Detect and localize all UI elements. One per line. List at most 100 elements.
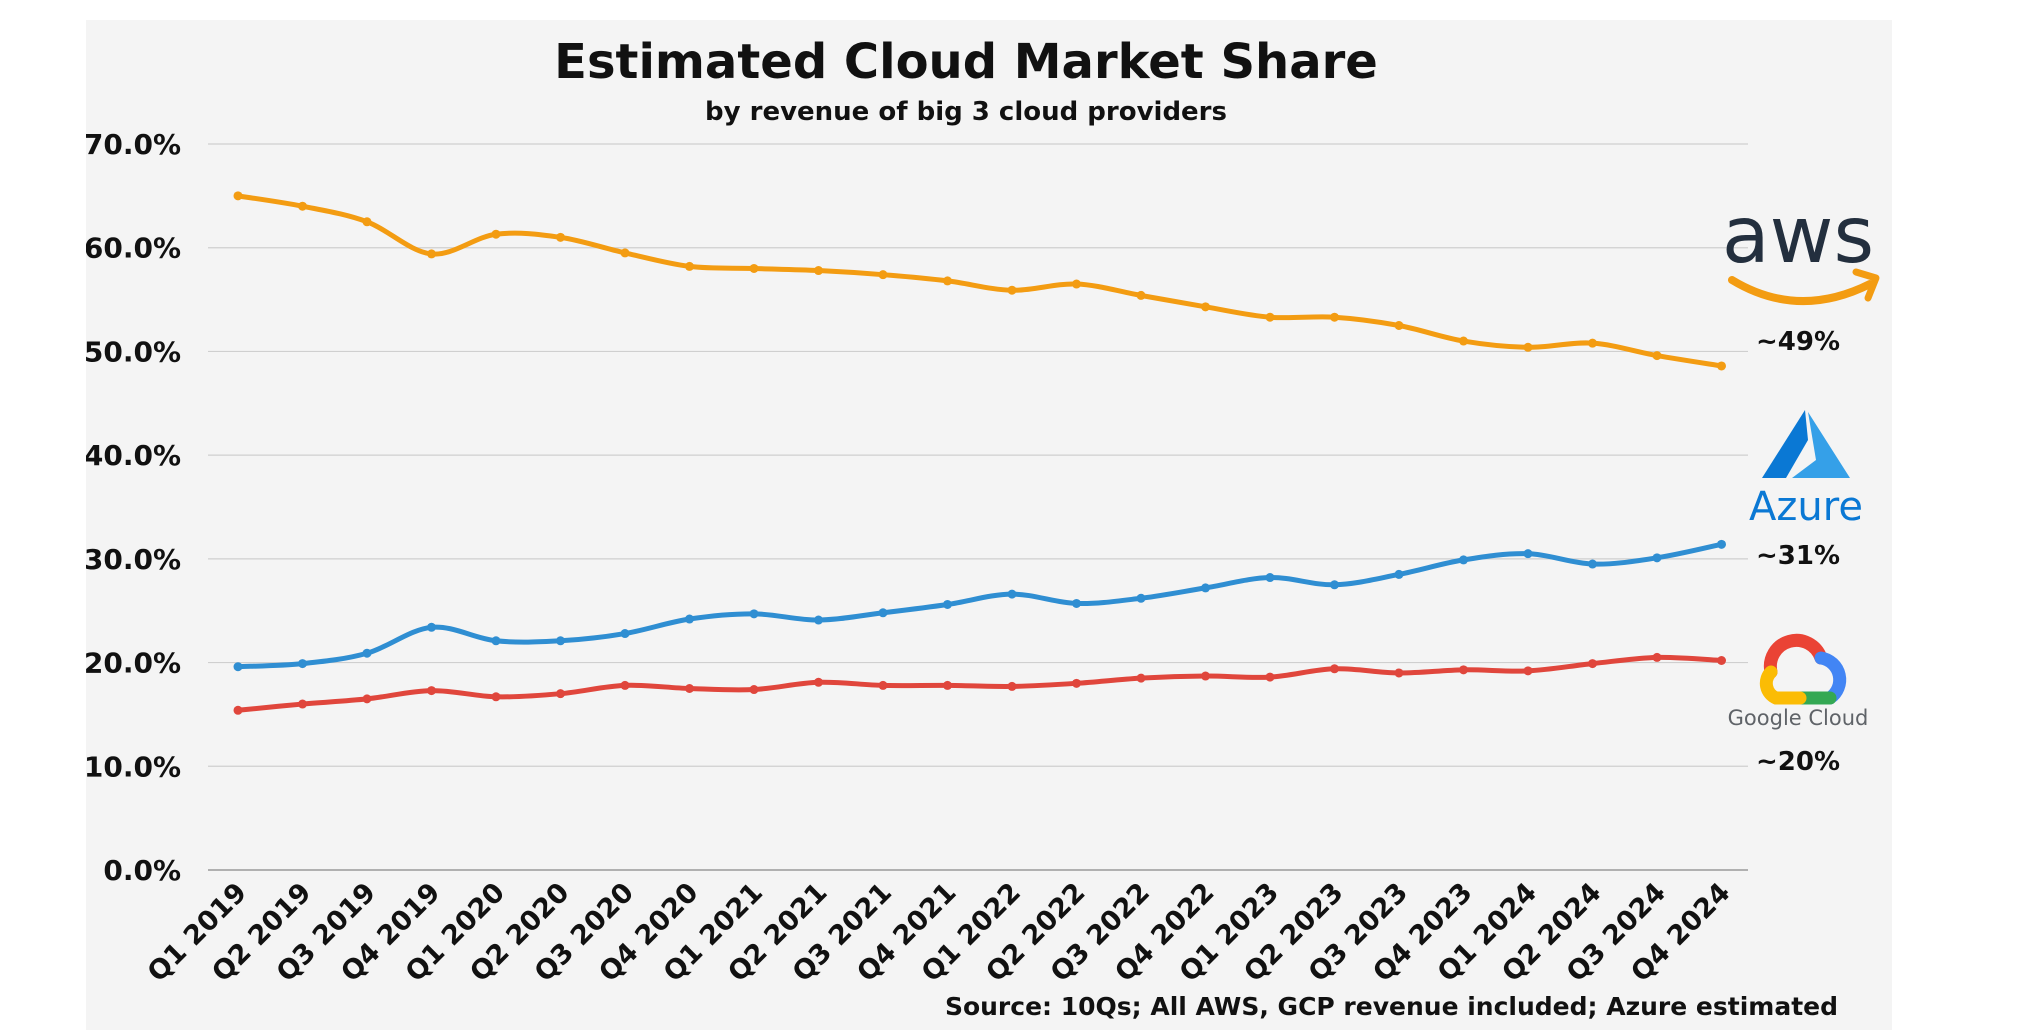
google-cloud-logo-text: Google Cloud (1728, 706, 1869, 730)
y-axis: 0.0% 10.0% 20.0% 30.0% 40.0% 50.0% 60.0% 70.0% (86, 128, 181, 887)
azure-data-point (685, 614, 694, 624)
aws-data-point (233, 191, 243, 201)
chart-panel: Estimated Cloud Market Share by revenue … (86, 20, 1892, 1030)
aws-data-point (1523, 342, 1533, 352)
chart: Estimated Cloud Market Share by revenue … (86, 34, 1880, 1021)
aws-data-point (1459, 336, 1468, 346)
aws-data-point (1717, 361, 1726, 371)
chart-subtitle: by revenue of big 3 cloud providers (705, 97, 1227, 127)
aws-data-point (1136, 290, 1146, 300)
azure-series-line (235, 541, 1724, 670)
azure-data-point (749, 609, 759, 619)
aws-data-point (814, 266, 823, 276)
y-tick-label: 0.0% (103, 854, 181, 887)
y-tick-label: 70.0% (86, 128, 181, 161)
y-tick-label: 10.0% (86, 750, 181, 783)
aws-data-point (1330, 312, 1339, 322)
aws-data-point (362, 217, 372, 227)
azure-logo: Azure (1749, 410, 1863, 530)
gcp-data-point (556, 689, 565, 699)
aws-data-point (878, 270, 888, 280)
gcp-data-point (1007, 681, 1017, 691)
amazon-arrow-tip-icon (1852, 268, 1880, 302)
azure-data-point (1394, 569, 1404, 579)
gcp-data-point (814, 677, 823, 687)
azure-data-point (298, 659, 307, 669)
gcp-data-point (1072, 678, 1081, 688)
azure-data-point (233, 662, 243, 672)
azure-data-point (1265, 573, 1275, 583)
y-tick-label: 30.0% (86, 543, 181, 576)
aws-data-point (1265, 312, 1275, 322)
azure-data-point (1717, 539, 1726, 549)
azure-data-point (620, 629, 630, 639)
azure-data-point (814, 615, 823, 625)
aws-data-point (1394, 321, 1404, 330)
gcp-data-point (685, 684, 694, 693)
aws-logo-text: aws (1722, 191, 1874, 281)
gcp-data-point (362, 694, 372, 704)
azure-data-point (1072, 598, 1081, 608)
aws-data-point (943, 276, 952, 286)
aws-data-point (1072, 279, 1081, 289)
aws-data-point (427, 249, 436, 259)
gcp-data-point (620, 680, 630, 690)
aws-data-point (298, 201, 307, 211)
aws-data-point (556, 232, 565, 242)
azure-data-point (362, 648, 372, 658)
gcp-data-point (1717, 655, 1726, 665)
azure-data-point (427, 622, 436, 632)
azure-data-point (1652, 553, 1662, 563)
azure-a-icon (1762, 410, 1808, 478)
gcp-data-point (1394, 668, 1404, 678)
azure-data-point (1136, 593, 1146, 603)
aws-data-point (1007, 285, 1017, 295)
azure-end-label: ~31% (1756, 541, 1840, 571)
google-cloud-icon (1759, 633, 1847, 705)
azure-data-point (943, 599, 952, 609)
aws-logo: aws (1722, 191, 1880, 306)
aws-data-point (1201, 302, 1210, 312)
y-tick-label: 40.0% (86, 439, 181, 472)
gcp-data-point (1330, 664, 1339, 674)
gcp-data-point (749, 685, 759, 695)
amazon-smile-arrow-icon (1728, 276, 1874, 306)
azure-data-point (556, 636, 565, 646)
gcp-data-point (1459, 665, 1468, 675)
aws-data-point (685, 261, 694, 271)
gcp-data-point (1201, 671, 1210, 681)
azure-data-point (1459, 555, 1468, 565)
azure-data-point (1330, 580, 1339, 590)
y-tick-label: 20.0% (86, 647, 181, 680)
gcp-data-point (1136, 673, 1146, 683)
gcp-data-point (233, 705, 243, 715)
aws-end-label: ~49% (1756, 327, 1840, 357)
aws-data-point (1652, 351, 1662, 361)
gcp-data-point (491, 692, 501, 702)
gcp-data-point (943, 680, 952, 690)
aws-data-point (620, 248, 630, 258)
azure-a-right-icon (1792, 412, 1850, 478)
aws-data-point (491, 229, 501, 239)
gcp-data-point (1265, 672, 1275, 682)
gcp-data-point (1588, 659, 1597, 669)
aws-data-point (749, 263, 759, 273)
gcp-series-line (235, 654, 1724, 713)
aws-data-point (1588, 338, 1597, 348)
gcp-end-label: ~20% (1756, 747, 1840, 777)
azure-data-point (1523, 549, 1533, 559)
gcp-data-point (878, 680, 888, 690)
google-cloud-logo: Google Cloud (1728, 633, 1869, 730)
gcp-data-point (298, 699, 307, 709)
series-lines (233, 191, 1726, 715)
gcp-data-point (1652, 652, 1662, 662)
gcp-data-point (1523, 666, 1533, 676)
aws-series-line (235, 193, 1724, 369)
y-tick-label: 50.0% (86, 335, 181, 368)
azure-data-point (1201, 583, 1210, 593)
gcp-data-point (427, 686, 436, 696)
azure-data-point (1007, 589, 1017, 599)
source-note: Source: 10Qs; All AWS, GCP revenue inclu… (945, 992, 1838, 1021)
azure-logo-text: Azure (1749, 484, 1863, 530)
